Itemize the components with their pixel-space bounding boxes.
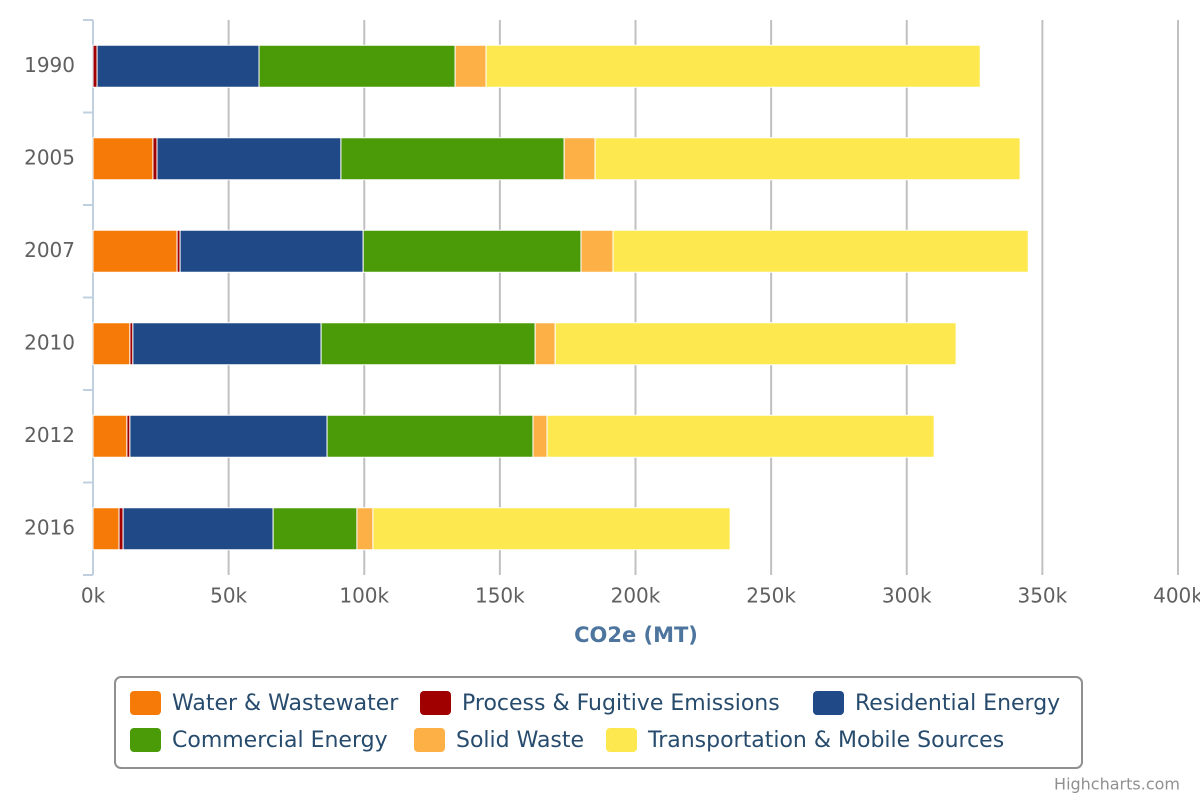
legend-swatch[interactable] [130,728,161,752]
bar-segment [534,322,556,366]
x-tick-label: 400k [1153,584,1200,608]
bar-segment [532,414,548,458]
bar-segment [612,229,1029,273]
bar-segment [152,137,158,181]
y-tick-label: 2007 [24,238,75,262]
legend-label[interactable]: Process & Fugitive Emissions [462,691,780,716]
y-tick-label: 2005 [24,145,75,169]
bar-segment [92,507,120,551]
legend-swatch[interactable] [130,691,161,715]
bar-segment [485,44,981,88]
legend-swatch[interactable] [420,691,451,715]
bar-segment [92,44,98,88]
bar-segment [122,507,274,551]
bar-segment [92,229,178,273]
bar-segment [554,322,957,366]
y-tick-label: 2010 [24,330,75,354]
bar-segment [326,414,534,458]
x-tick-label: 50k [210,584,247,608]
bar-segment [563,137,596,181]
legend-label[interactable]: Transportation & Mobile Sources [647,728,1004,753]
bar-segment [580,229,614,273]
bar-segment [179,229,364,273]
bar-segment [129,414,328,458]
bar-segment [454,44,487,88]
bar-segment [92,322,131,366]
legend-label[interactable]: Residential Energy [855,691,1060,716]
x-tick-label: 150k [475,584,525,608]
x-tick-label: 0k [81,584,106,608]
x-tick-label: 100k [339,584,389,608]
x-tick-label: 200k [611,584,661,608]
bar-segment [372,507,731,551]
bar-segment [258,44,456,88]
bar-segment [96,44,260,88]
legend-swatch[interactable] [414,728,445,752]
bar-segment [594,137,1021,181]
legend-label[interactable]: Commercial Energy [172,728,388,753]
legend-label[interactable]: Water & Wastewater [172,691,399,716]
bar-segment [340,137,565,181]
legend-swatch[interactable] [606,728,637,752]
credit[interactable]: Highcharts.com [1054,775,1180,794]
legend-label[interactable]: Solid Waste [456,728,584,753]
y-tick-label: 1990 [24,53,75,77]
legend-swatch[interactable] [813,691,844,715]
bar-segment [92,414,128,458]
bar-segment [546,414,935,458]
x-tick-label: 350k [1017,584,1067,608]
bar-segment [356,507,374,551]
x-tick-label: 300k [882,584,932,608]
y-tick-label: 2012 [24,423,75,447]
bar-segment [272,507,358,551]
bar-segment [156,137,342,181]
x-tick-label: 250k [746,584,796,608]
bar-segment [320,322,536,366]
bar-segment [118,507,124,551]
x-axis-title: CO2e (MT) [574,623,698,647]
y-tick-label: 2016 [24,515,75,539]
bar-segment [92,137,154,181]
bar-segment [132,322,322,366]
bar-segment [362,229,582,273]
